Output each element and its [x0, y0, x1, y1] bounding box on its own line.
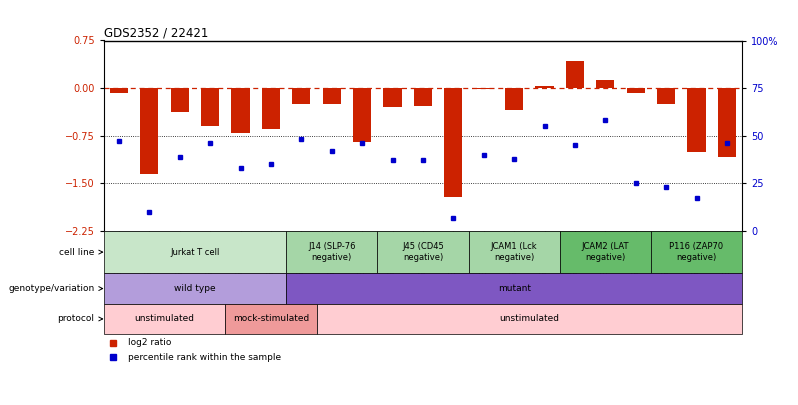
- Text: mutant: mutant: [498, 284, 531, 293]
- Bar: [596, 80, 614, 88]
- Bar: [626, 88, 645, 93]
- Text: Jurkat T cell: Jurkat T cell: [170, 247, 219, 257]
- Bar: [322, 88, 341, 104]
- Bar: [505, 88, 523, 110]
- Text: wild type: wild type: [174, 284, 215, 293]
- Text: J45 (CD45
negative): J45 (CD45 negative): [402, 243, 444, 262]
- Bar: [140, 88, 159, 174]
- Text: P116 (ZAP70
negative): P116 (ZAP70 negative): [670, 243, 724, 262]
- Text: mock-stimulated: mock-stimulated: [233, 314, 309, 324]
- Text: GDS2352 / 22421: GDS2352 / 22421: [104, 26, 208, 39]
- Text: percentile rank within the sample: percentile rank within the sample: [128, 353, 281, 362]
- Bar: [225, 304, 317, 334]
- Bar: [475, 88, 493, 90]
- Text: protocol: protocol: [57, 314, 95, 324]
- Text: cell line: cell line: [59, 247, 95, 257]
- Bar: [468, 231, 559, 273]
- Bar: [286, 273, 742, 304]
- Text: JCAM2 (LAT
negative): JCAM2 (LAT negative): [582, 243, 629, 262]
- Bar: [201, 88, 219, 126]
- Bar: [104, 231, 286, 273]
- Bar: [566, 62, 584, 88]
- Text: unstimulated: unstimulated: [135, 314, 195, 324]
- Text: J14 (SLP-76
negative): J14 (SLP-76 negative): [308, 243, 355, 262]
- Bar: [559, 231, 651, 273]
- Bar: [414, 88, 432, 106]
- Bar: [286, 231, 377, 273]
- Bar: [231, 88, 250, 132]
- Text: unstimulated: unstimulated: [500, 314, 559, 324]
- Bar: [104, 273, 286, 304]
- Bar: [353, 88, 371, 142]
- Bar: [171, 88, 189, 112]
- Bar: [657, 88, 675, 104]
- Bar: [535, 85, 554, 88]
- Bar: [718, 88, 736, 157]
- Bar: [104, 304, 225, 334]
- Bar: [383, 88, 401, 107]
- Text: genotype/variation: genotype/variation: [8, 284, 95, 293]
- Bar: [687, 88, 705, 151]
- Bar: [651, 231, 742, 273]
- Bar: [317, 304, 742, 334]
- Bar: [377, 231, 468, 273]
- Text: log2 ratio: log2 ratio: [128, 338, 172, 347]
- Bar: [444, 88, 463, 197]
- Bar: [262, 88, 280, 129]
- Bar: [292, 88, 310, 104]
- Bar: [110, 88, 128, 93]
- Text: JCAM1 (Lck
negative): JCAM1 (Lck negative): [491, 243, 537, 262]
